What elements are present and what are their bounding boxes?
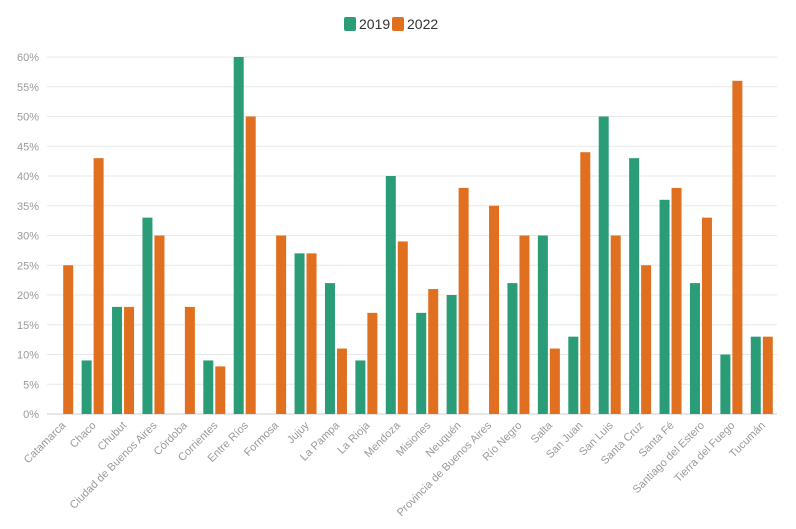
bar-2022	[215, 366, 226, 414]
bar-2022	[549, 348, 560, 414]
x-tick-label: Chaco	[68, 420, 99, 451]
bar-2022	[610, 235, 621, 414]
y-tick-label: 15%	[17, 320, 39, 332]
bar-2019	[142, 217, 153, 414]
x-tick-label: Jujuy	[285, 419, 312, 446]
bar-2019	[112, 306, 123, 414]
bar-2019	[203, 360, 214, 414]
y-tick-label: 35%	[17, 201, 39, 213]
bar-2019	[598, 116, 609, 414]
legend-swatch-2022	[392, 17, 404, 31]
y-tick-label: 30%	[17, 231, 39, 243]
bar-2022	[732, 80, 743, 415]
bar-2019	[446, 295, 457, 414]
legend-swatch-2019	[344, 17, 356, 31]
bar-2022	[276, 235, 287, 414]
bar-2022	[762, 336, 773, 414]
bar-2022	[519, 235, 530, 414]
bar-2022	[397, 241, 408, 414]
y-tick-label: 60%	[17, 52, 39, 64]
y-tick-label: 55%	[17, 82, 39, 94]
bar-2019	[659, 199, 670, 414]
y-tick-label: 10%	[17, 350, 39, 362]
bar-2019	[355, 360, 366, 414]
gridlines	[47, 56, 777, 415]
bar-2022	[701, 217, 712, 414]
bar-2022	[641, 265, 652, 414]
x-tick-label: Formosa	[242, 419, 282, 459]
bar-2022	[336, 348, 347, 414]
bar-2019	[720, 354, 731, 414]
bar-2019	[507, 283, 518, 414]
bar-2022	[124, 306, 135, 414]
x-tick-label: Catamarca	[22, 419, 69, 466]
y-tick-label: 50%	[17, 112, 39, 124]
y-tick-label: 25%	[17, 260, 39, 272]
bar-2022	[184, 306, 195, 414]
bar-2022	[367, 312, 378, 414]
bar-2019	[324, 283, 335, 414]
y-tick-label: 5%	[23, 379, 39, 391]
bar-2022	[154, 235, 165, 414]
bar-2019	[568, 336, 579, 414]
legend-label-2022: 2022	[407, 16, 438, 32]
bar-2019	[294, 253, 305, 414]
bar-2022	[245, 116, 256, 414]
bar-2022	[63, 265, 74, 414]
bars	[63, 57, 773, 415]
legend: 2019 2022	[344, 16, 438, 32]
bar-2019	[233, 57, 244, 414]
bar-2022	[489, 205, 500, 414]
bar-2019	[81, 360, 92, 414]
y-tick-label: 20%	[17, 290, 39, 302]
bar-2022	[306, 253, 317, 414]
bar-2019	[689, 283, 700, 414]
bar-2019	[629, 158, 640, 414]
bar-2022	[93, 158, 104, 414]
y-axis: 0% 5% 10% 15% 20% 25% 30% 35% 40% 45% 50% 55% 60%	[17, 52, 39, 421]
x-tick-label: Salta	[529, 419, 556, 446]
bar-2019	[416, 312, 427, 414]
bar-2019	[537, 235, 548, 414]
bar-2019	[385, 176, 396, 414]
y-tick-label: 45%	[17, 141, 39, 153]
y-tick-label: 0%	[23, 409, 39, 421]
bar-2022	[580, 152, 591, 414]
y-tick-label: 40%	[17, 171, 39, 183]
bar-2022	[428, 289, 439, 414]
bar-2019	[750, 336, 761, 414]
bar-2022	[671, 187, 682, 414]
legend-label-2019: 2019	[359, 16, 390, 32]
bar-2022	[458, 187, 469, 414]
